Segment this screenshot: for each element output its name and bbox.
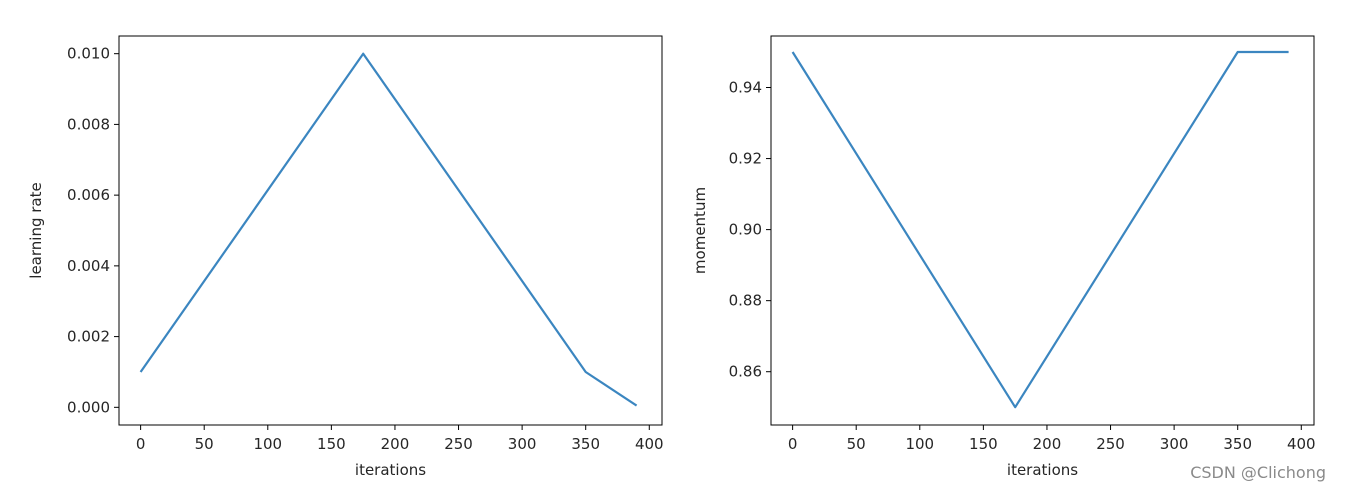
y-tick-label: 0.94 [729,79,762,97]
y-tick-label: 0.010 [67,45,110,63]
x-tick-label: 150 [969,435,998,453]
x-axis-label: iterations [355,461,426,479]
y-tick-label: 0.008 [67,115,110,133]
x-tick-label: 50 [847,435,866,453]
y-tick-label: 0.004 [67,257,110,275]
x-tick-label: 50 [195,435,214,453]
y-tick-label: 0.86 [729,363,762,381]
axes-frame [770,35,1315,426]
momentum-chart: 0 50 100 150 200 250 300 350 400 0.86 0.88 0.90 0.92… [691,35,1316,479]
x-tick-label: 100 [253,435,282,453]
y-tick-label: 0.92 [729,150,762,168]
y-axis-label: momentum [691,187,709,274]
axes-frame [118,35,663,426]
x-tick-label: 200 [1033,435,1062,453]
x-tick-label: 300 [1160,435,1189,453]
y-tick-label: 0.88 [729,292,762,310]
x-tick-label: 100 [905,435,934,453]
series-line [791,50,1289,409]
y-axis-label: learning rate [27,182,45,278]
x-tick-label: 250 [444,435,473,453]
x-tick-label: 150 [317,435,346,453]
y-tick-label: 0.90 [729,221,762,239]
y-tick-label: 0.000 [67,398,110,416]
x-tick-label: 200 [381,435,410,453]
x-tick-label: 400 [635,435,664,453]
y-tick-label: 0.002 [67,328,110,346]
x-tick-label: 350 [571,435,600,453]
x-tick-label: 250 [1096,435,1125,453]
series-line [139,52,638,407]
x-axis-label: iterations [1007,461,1078,479]
x-tick-label: 0 [788,435,798,453]
y-tick-label: 0.006 [67,186,110,204]
learning-rate-chart: 0 50 100 150 200 250 300 350 400 0.000 0.002 0.004 0… [27,35,664,479]
watermark: CSDN @Clichong [1190,463,1326,482]
x-tick-label: 0 [136,435,146,453]
x-tick-label: 300 [508,435,537,453]
x-tick-label: 400 [1287,435,1316,453]
x-tick-label: 350 [1223,435,1252,453]
